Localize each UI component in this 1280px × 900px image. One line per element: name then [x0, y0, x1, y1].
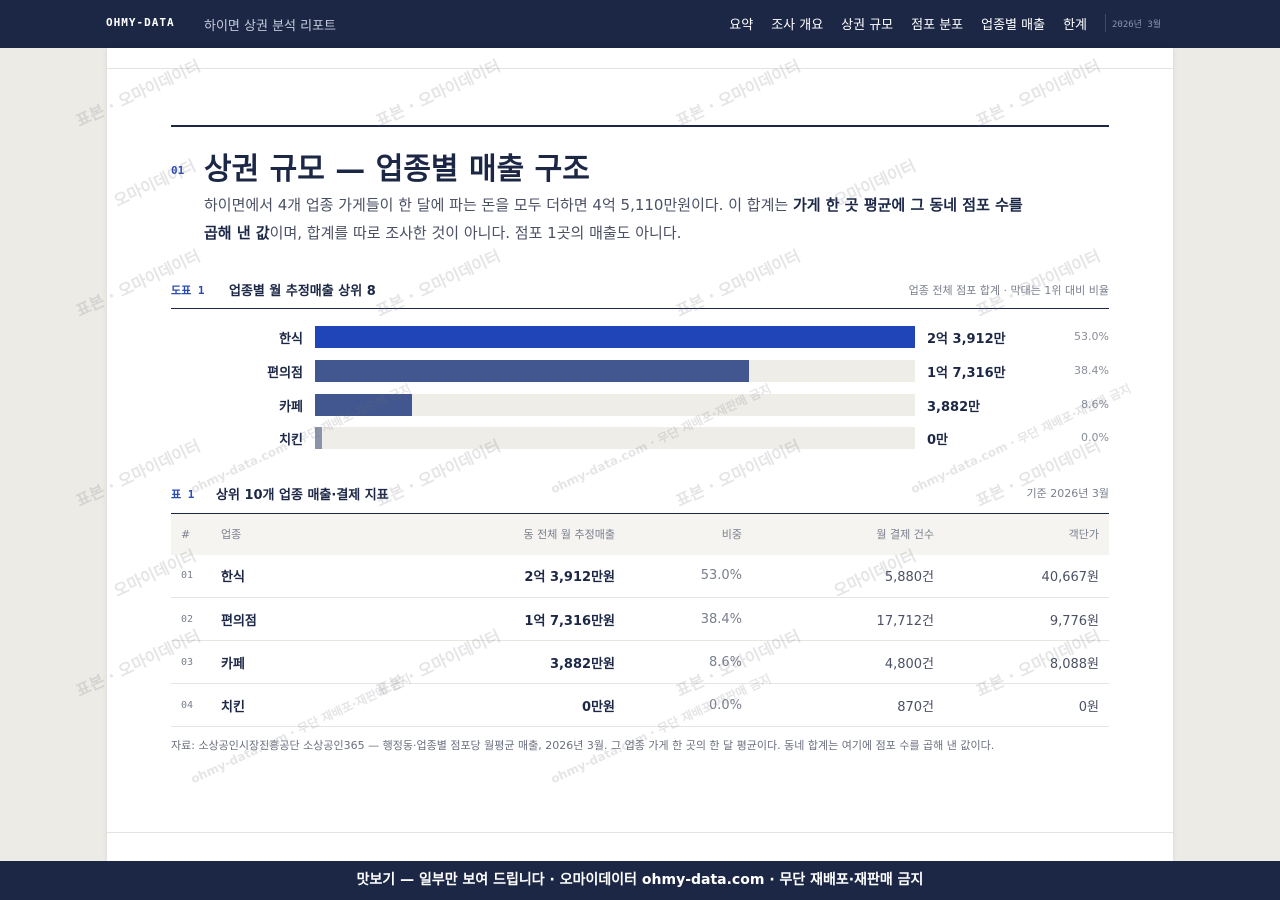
avg-ticket: 9,776원 [944, 597, 1109, 641]
monthly-sales: 0만원 [361, 683, 625, 727]
bar-fill [315, 326, 915, 348]
payment-count: 17,712건 [752, 597, 944, 641]
divider [107, 832, 1173, 833]
column-header: 객단가 [1068, 528, 1099, 542]
nav-link-store-distribution[interactable]: 점포 분포 [911, 18, 964, 33]
section-rule [171, 125, 1109, 127]
bar-value: 1억 7,316만 [927, 366, 1006, 381]
bar-label: 치킨 [279, 433, 303, 448]
nav-link-market-size[interactable]: 상권 규모 [841, 18, 894, 33]
table-row: 02 편의점 1억 7,316만원 38.4% 17,712건 9,776원 [171, 597, 1109, 641]
bar-fill [315, 427, 322, 449]
industry-name: 한식 [211, 554, 361, 598]
nav-divider [1105, 14, 1106, 32]
bar-row: 카페 3,882만 8.6% [171, 394, 1109, 416]
monthly-sales: 1억 7,316만원 [361, 597, 625, 641]
bar-percent: 53.0% [1074, 330, 1109, 343]
table-row: 01 한식 2억 3,912만원 53.0% 5,880건 40,667원 [171, 554, 1109, 598]
row-index: 01 [171, 554, 211, 598]
bar-value: 2억 3,912만 [927, 332, 1006, 347]
table-title: 상위 10개 업종 매출·결제 지표 [216, 488, 389, 503]
industry-name: 카페 [211, 640, 361, 684]
section-nav: 요약 조사 개요 상권 규모 점포 분포 업종별 매출 한계 [729, 14, 1087, 33]
table-note: 기준 2026년 3월 [1026, 487, 1109, 500]
row-index: 03 [171, 640, 211, 684]
bar-track [315, 360, 915, 382]
bar-row: 한식 2억 3,912만 53.0% [171, 326, 1109, 348]
brand-logo[interactable]: OHMY-DATA [106, 16, 175, 29]
figure-label: 도표 1 [171, 284, 205, 297]
report-page: 01 상권 규모 — 업종별 매출 구조 하이면에서 4개 업종 가게들이 한 … [107, 48, 1173, 861]
column-header: 비중 [721, 528, 742, 542]
bar-track [315, 326, 915, 348]
table-row: 04 치킨 0만원 0.0% 870건 0원 [171, 683, 1109, 727]
share: 8.6% [625, 640, 752, 684]
share: 38.4% [625, 597, 752, 641]
share: 0.0% [625, 683, 752, 727]
bar-percent: 8.6% [1081, 398, 1109, 411]
avg-ticket: 0원 [944, 683, 1109, 727]
payment-count: 5,880건 [752, 554, 944, 598]
bar-fill [315, 394, 412, 416]
table-label: 표 1 [171, 488, 195, 501]
column-header: # [181, 527, 191, 541]
bar-row: 편의점 1억 7,316만 38.4% [171, 360, 1109, 382]
sales-table: # 업종 동 전체 월 추정매출 비중 월 결제 건수 객단가 01 한식 2억… [171, 513, 1109, 727]
bar-percent: 0.0% [1081, 431, 1109, 444]
table-header-row: # 업종 동 전체 월 추정매출 비중 월 결제 건수 객단가 [171, 513, 1109, 555]
avg-ticket: 40,667원 [944, 554, 1109, 598]
section-number: 01 [171, 164, 185, 177]
nav-link-limitations[interactable]: 한계 [1063, 18, 1087, 33]
figure-title: 업종별 월 추정매출 상위 8 [229, 284, 376, 299]
section-title: 상권 규모 — 업종별 매출 구조 [204, 152, 590, 187]
column-header: 업종 [221, 528, 242, 542]
issue-date: 2026년 3월 [1112, 20, 1162, 30]
column-header: 월 결제 건수 [876, 528, 934, 542]
section-lede: 하이면에서 4개 업종 가게들이 한 달에 파는 돈을 모두 더하면 4억 5,… [204, 191, 1024, 247]
lede-text-tail: 이며, 합계를 따로 조사한 것이 아니다. 점포 1곳의 매출도 아니다. [269, 224, 682, 242]
figure-note: 업종 전체 점포 합계 · 막대는 1위 대비 비율 [908, 284, 1109, 297]
industry-name: 편의점 [211, 597, 361, 641]
avg-ticket: 8,088원 [944, 640, 1109, 684]
column-header: 동 전체 월 추정매출 [523, 528, 615, 542]
bar-label: 카페 [279, 400, 303, 415]
monthly-sales: 3,882만원 [361, 640, 625, 684]
lede-text: 하이면에서 4개 업종 가게들이 한 달에 파는 돈을 모두 더하면 4억 5,… [204, 196, 793, 214]
lede-emphasis: 가게 한 곳 평균에 그 동네 점포 수를 곱해 낸 값 [204, 196, 1023, 242]
bar-track [315, 427, 915, 449]
nav-link-survey-overview[interactable]: 조사 개요 [771, 18, 824, 33]
divider [107, 68, 1173, 69]
nav-link-sales-by-industry[interactable]: 업종별 매출 [981, 18, 1046, 33]
payment-count: 4,800건 [752, 640, 944, 684]
row-index: 04 [171, 683, 211, 727]
top-navigation-bar: OHMY-DATA 하이면 상권 분석 리포트 요약 조사 개요 상권 규모 점… [0, 0, 1280, 48]
bar-row: 치킨 0만 0.0% [171, 427, 1109, 449]
bar-percent: 38.4% [1074, 364, 1109, 377]
preview-banner: 맛보기 — 일부만 보여 드립니다 · 오마이데이터 ohmy-data.com… [0, 861, 1280, 900]
source-note: 자료: 소상공인시장진흥공단 소상공인365 — 행정동·업종별 점포당 월평균… [171, 739, 995, 752]
bar-value: 0만 [927, 433, 949, 448]
table-row: 03 카페 3,882만원 8.6% 4,800건 8,088원 [171, 640, 1109, 684]
share: 53.0% [625, 554, 752, 598]
bar-track [315, 394, 915, 416]
monthly-sales: 2억 3,912만원 [361, 554, 625, 598]
bar-label: 편의점 [267, 366, 303, 381]
row-index: 02 [171, 597, 211, 641]
report-title: 하이면 상권 분석 리포트 [204, 19, 336, 34]
figure-rule [171, 308, 1109, 309]
nav-link-summary[interactable]: 요약 [729, 18, 754, 33]
bar-label: 한식 [279, 332, 303, 347]
bar-fill [315, 360, 749, 382]
payment-count: 870건 [752, 683, 944, 727]
industry-name: 치킨 [211, 683, 361, 727]
bar-value: 3,882만 [927, 400, 981, 415]
